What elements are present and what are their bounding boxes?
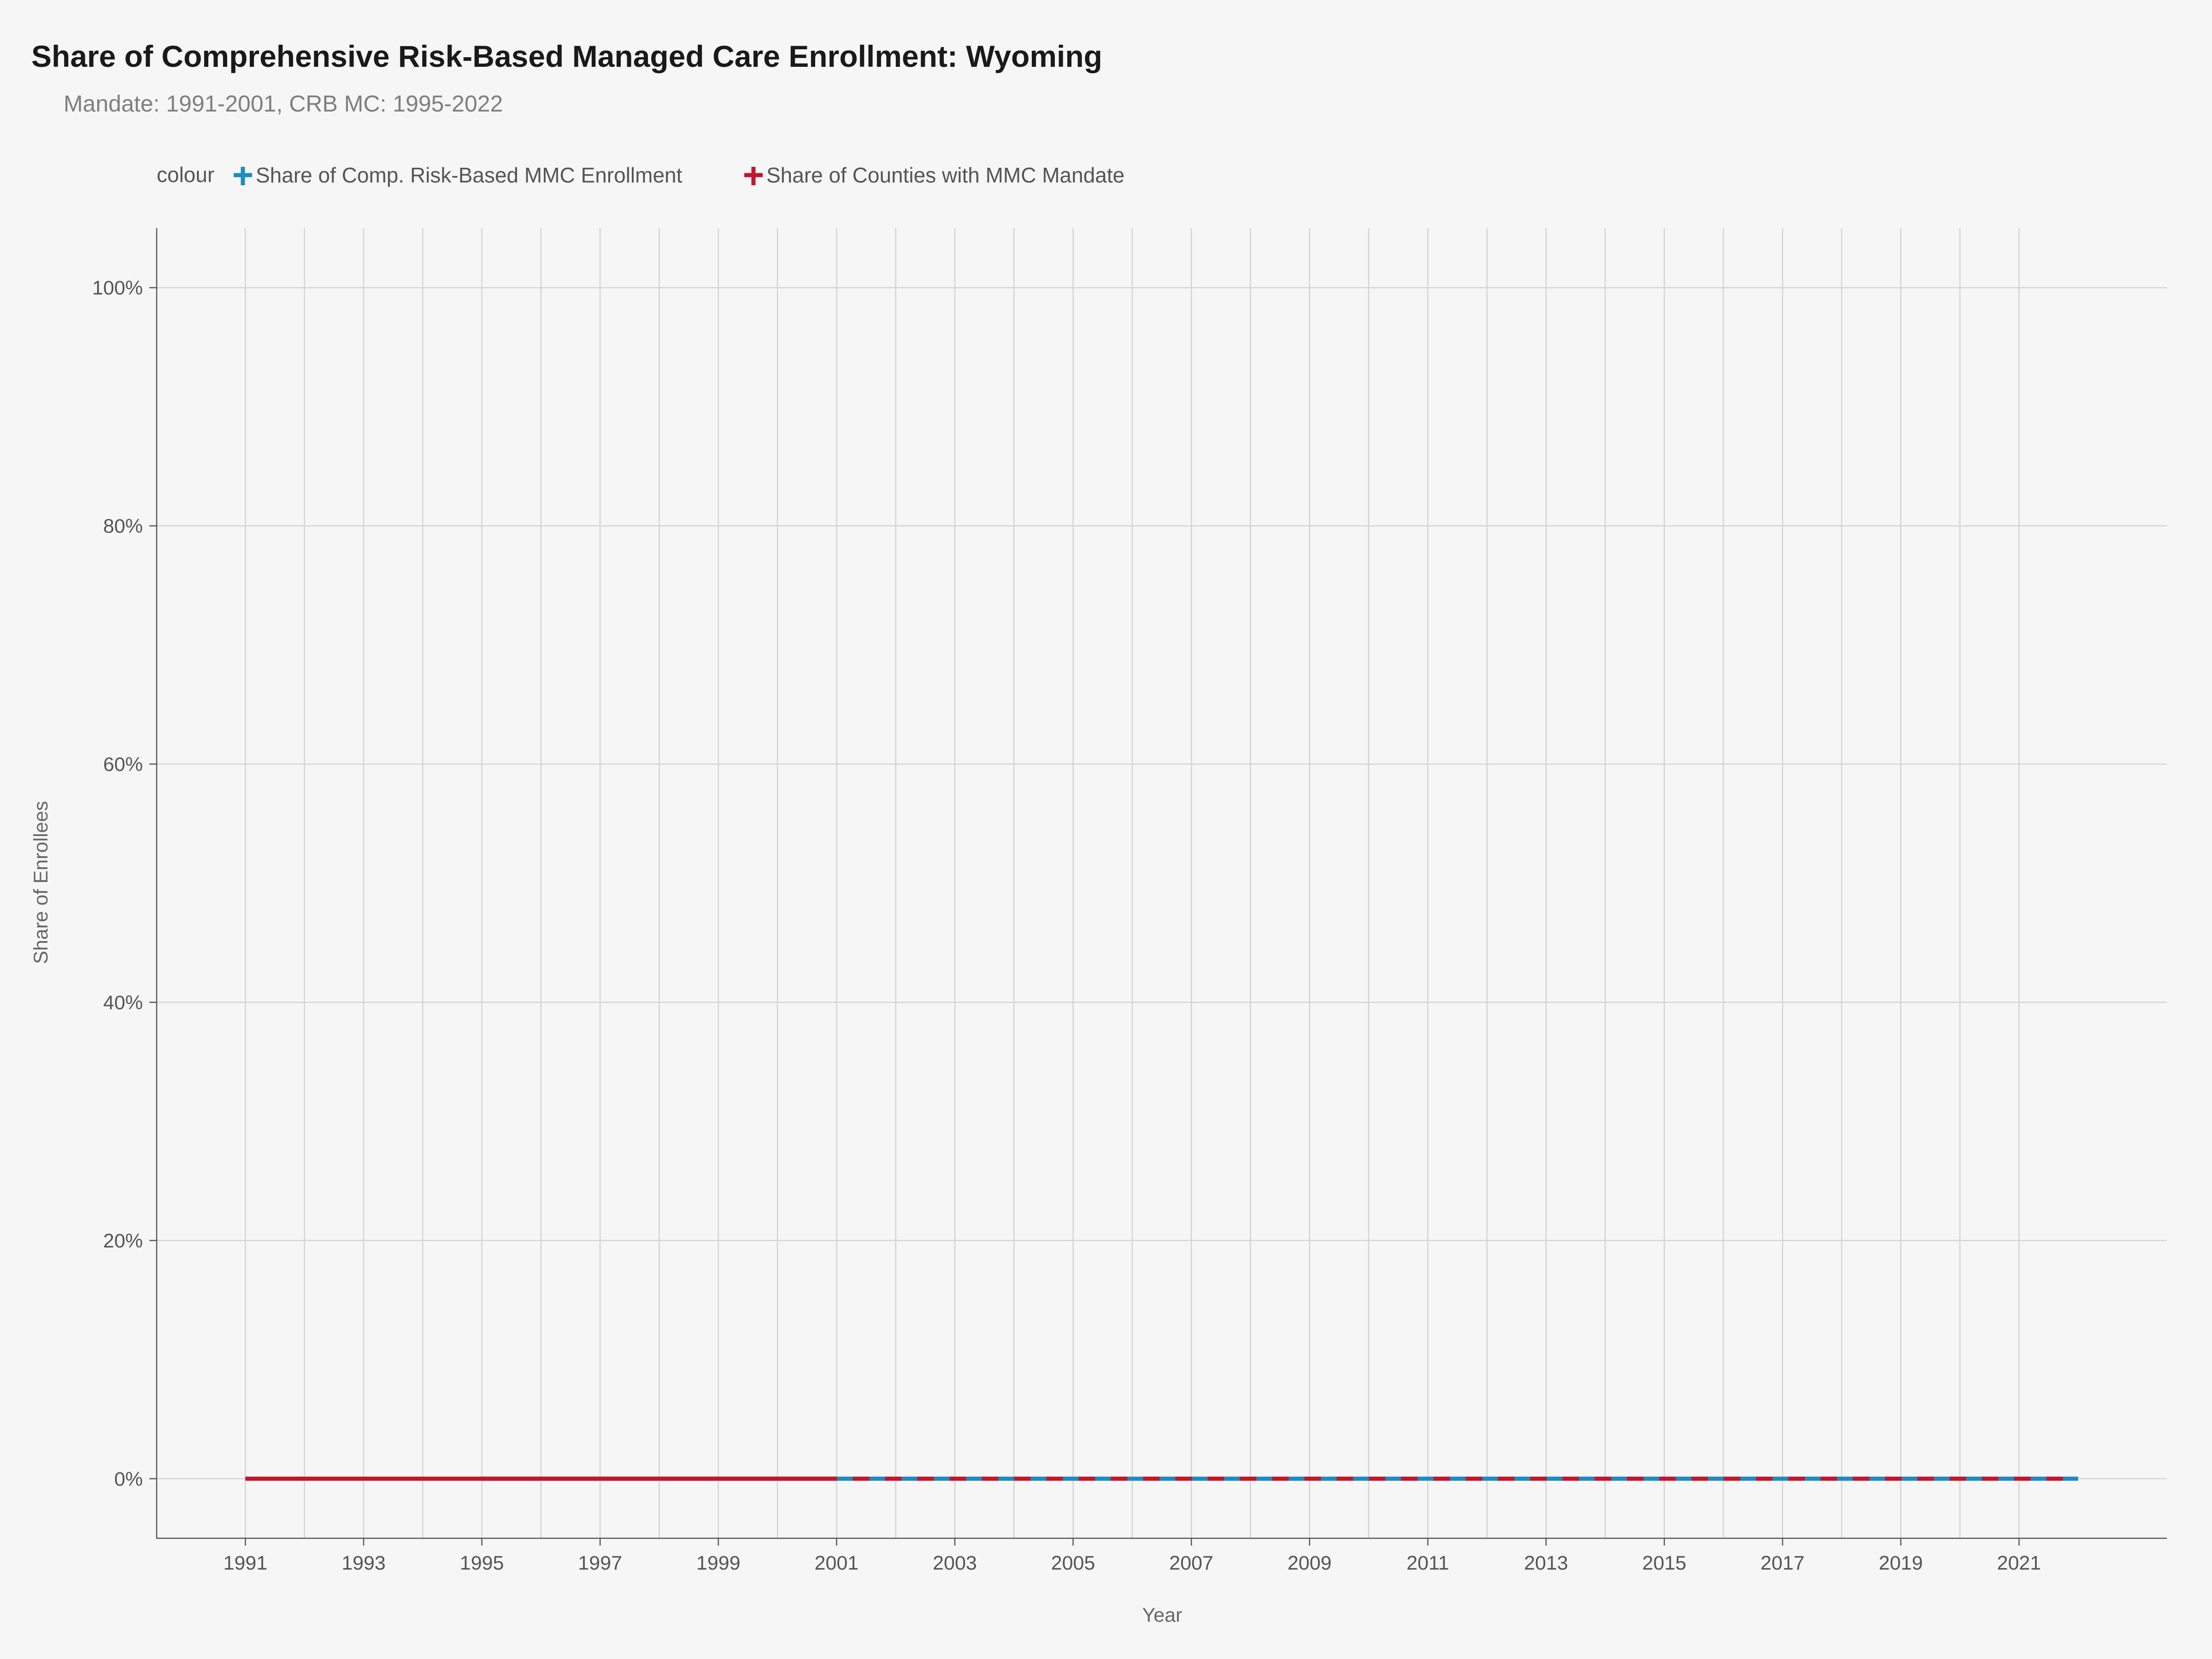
x-tick-label: 2003 bbox=[933, 1552, 977, 1574]
x-tick-label: 1993 bbox=[341, 1552, 386, 1574]
y-tick-label: 0% bbox=[114, 1468, 143, 1490]
x-tick-label: 2019 bbox=[1879, 1552, 1923, 1574]
legend-label: Share of Counties with MMC Mandate bbox=[766, 163, 1124, 187]
legend-label: Share of Comp. Risk-Based MMC Enrollment bbox=[256, 163, 682, 187]
x-tick-label: 2009 bbox=[1288, 1552, 1332, 1574]
x-tick-label: 2005 bbox=[1051, 1552, 1095, 1574]
y-tick-label: 80% bbox=[103, 515, 143, 537]
x-tick-label: 2021 bbox=[1997, 1552, 2041, 1574]
axis-lines bbox=[156, 228, 2167, 1539]
x-tick-label: 1991 bbox=[224, 1552, 268, 1574]
legend: colour Share of Comp. Risk-Based MMC Enr… bbox=[157, 163, 1124, 187]
x-tick-label: 2013 bbox=[1524, 1552, 1568, 1574]
x-tick-label: 1995 bbox=[460, 1552, 504, 1574]
legend-title: colour bbox=[157, 163, 214, 187]
legend-item: Share of Counties with MMC Mandate bbox=[744, 163, 1124, 187]
x-tick-label: 2007 bbox=[1169, 1552, 1213, 1574]
y-tick-label: 20% bbox=[103, 1230, 143, 1252]
legend-item: Share of Comp. Risk-Based MMC Enrollment bbox=[234, 163, 682, 187]
plot-grid bbox=[157, 228, 2167, 1538]
x-tick-label: 2017 bbox=[1760, 1552, 1805, 1574]
chart-subtitle: Mandate: 1991-2001, CRB MC: 1995-2022 bbox=[64, 91, 503, 117]
y-axis-title: Share of Enrollees bbox=[30, 801, 52, 964]
y-tick-label: 60% bbox=[103, 753, 143, 776]
plot-axes bbox=[156, 228, 2167, 1539]
plot-ticks: 1991 1993 1995 1997 1999 2001 2003 2005 2007 2009… bbox=[92, 277, 2041, 1574]
x-tick-label: 2001 bbox=[815, 1552, 859, 1574]
legend-items: Share of Comp. Risk-Based MMC Enrollment… bbox=[234, 163, 1124, 187]
chart-title: Share of Comprehensive Risk-Based Manage… bbox=[31, 39, 1102, 73]
x-tick-label: 2015 bbox=[1642, 1552, 1687, 1574]
x-tick-label: 1997 bbox=[578, 1552, 622, 1574]
x-axis-title: Year bbox=[1142, 1604, 1182, 1626]
x-tick-label: 1999 bbox=[696, 1552, 741, 1574]
y-tick-label: 100% bbox=[92, 277, 143, 299]
y-tick-label: 40% bbox=[103, 992, 143, 1014]
x-tick-label: 2011 bbox=[1406, 1552, 1449, 1574]
